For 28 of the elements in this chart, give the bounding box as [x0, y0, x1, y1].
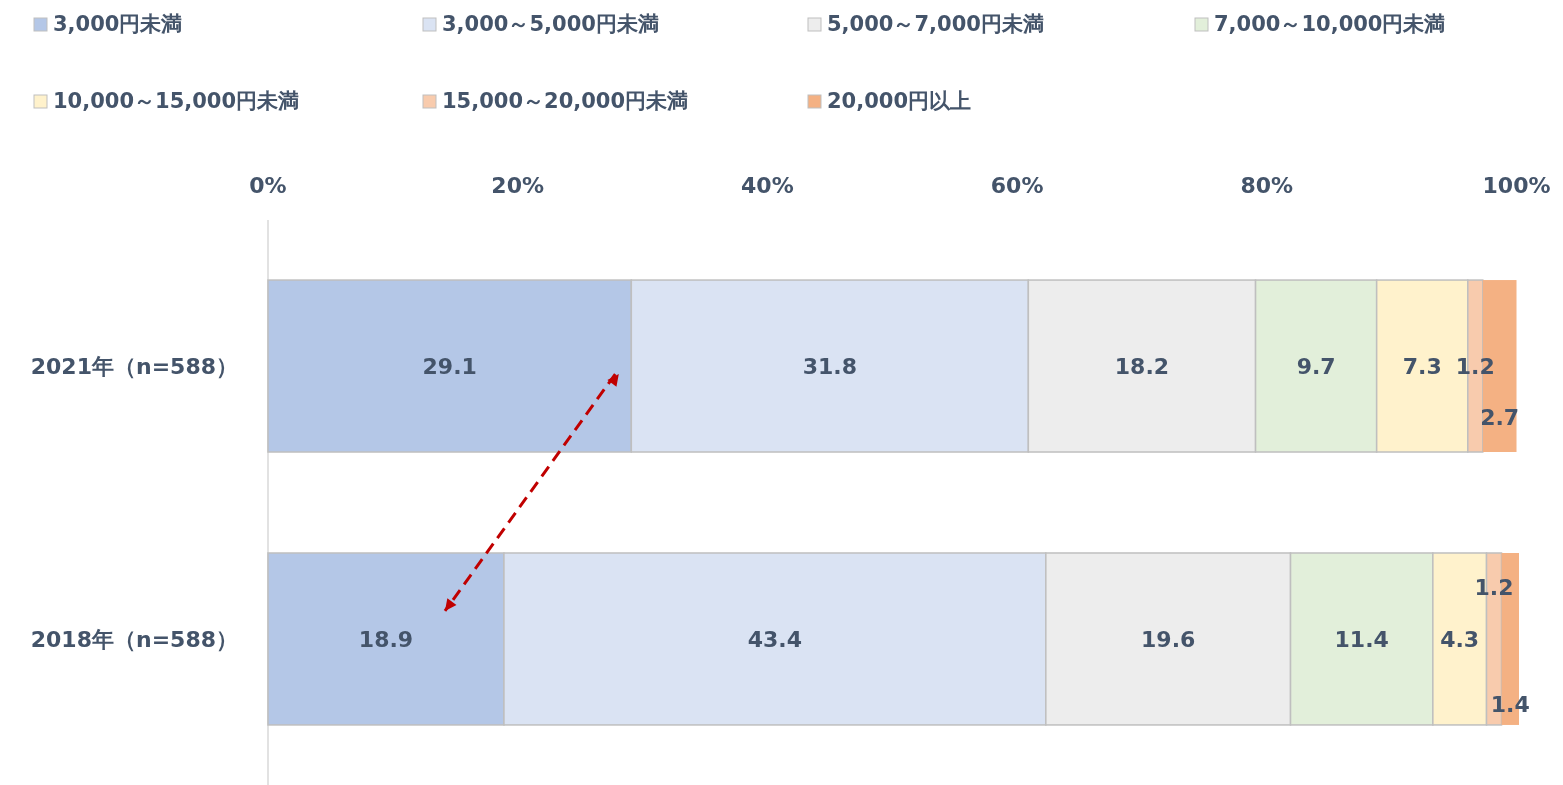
data-label: 4.3: [1440, 626, 1480, 652]
y-tick-label: 2021年（n=588）: [30, 353, 238, 379]
data-label: 19.6: [1141, 626, 1196, 652]
data-label: 1.2: [1474, 575, 1514, 601]
data-label: 11.4: [1334, 626, 1389, 652]
legend-label: 20,000円以上: [827, 89, 972, 114]
x-tick-label: 20%: [491, 172, 545, 198]
data-label: 43.4: [747, 626, 803, 652]
x-tick-label: 0%: [249, 172, 287, 198]
x-tick-label: 60%: [990, 172, 1044, 198]
data-label: 9.7: [1296, 353, 1336, 379]
legend-label: 3,000～5,000円未満: [442, 12, 659, 37]
legend-label: 7,000～10,000円未満: [1214, 12, 1446, 37]
x-tick-label: 100%: [1482, 172, 1551, 198]
legend-label: 5,000～7,000円未満: [827, 12, 1044, 37]
y-tick-label: 2018年（n=588）: [30, 626, 238, 652]
legend-label: 10,000～15,000円未満: [53, 89, 300, 114]
data-label: 1.2: [1455, 353, 1495, 379]
data-label: 18.2: [1114, 353, 1170, 379]
data-label: 7.3: [1402, 353, 1442, 379]
data-label: 18.9: [358, 626, 414, 652]
data-label: 1.4: [1490, 692, 1530, 718]
x-tick-label: 80%: [1240, 172, 1294, 198]
legend-label: 3,000円未満: [53, 12, 183, 37]
data-label: 31.8: [802, 353, 857, 379]
legend-label: 15,000～20,000円未満: [442, 89, 689, 114]
data-label: 29.1: [422, 353, 477, 379]
x-tick-label: 40%: [741, 172, 794, 198]
